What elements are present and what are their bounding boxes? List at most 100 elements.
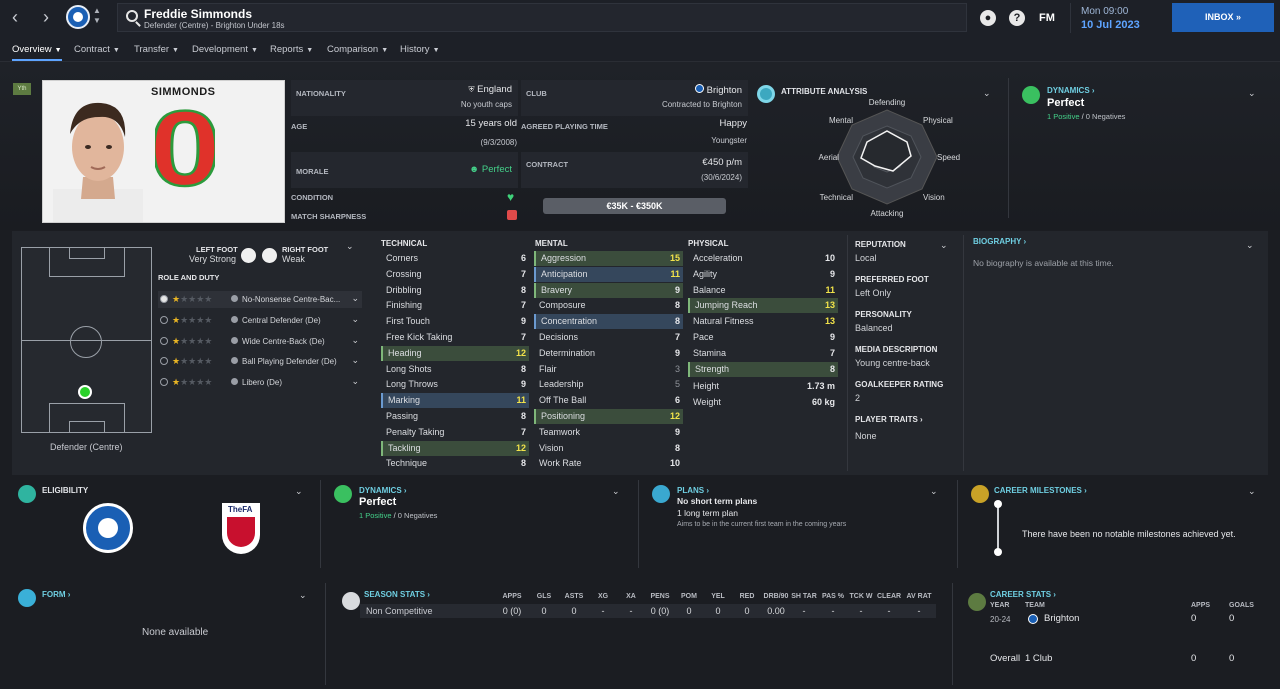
attribute-row[interactable]: Positioning 12 xyxy=(534,409,683,424)
globe-icon[interactable]: ● xyxy=(980,10,996,26)
attribute-row[interactable]: Concentration 8 xyxy=(534,314,683,330)
tab-transfer[interactable]: Transfer ▼ xyxy=(134,44,179,55)
chevron-down-icon[interactable]: ⌄ xyxy=(1248,486,1256,496)
stat-header[interactable]: APPS xyxy=(502,593,522,600)
info-icon[interactable] xyxy=(231,357,238,364)
plans-link[interactable]: PLANS › xyxy=(677,486,710,495)
attribute-row[interactable]: Long Shots 8 xyxy=(381,362,529,377)
chevron-down-icon[interactable]: ⌄ xyxy=(940,240,948,250)
stat-header[interactable]: PAS % xyxy=(821,593,845,600)
attribute-row[interactable]: Strength 8 xyxy=(688,361,838,377)
radio-icon[interactable] xyxy=(160,378,168,386)
chevron-down-icon[interactable]: ⌄ xyxy=(351,335,359,345)
traits-link[interactable]: PLAYER TRAITS › xyxy=(855,415,923,424)
attribute-row[interactable]: Determination 9 xyxy=(534,346,683,361)
nationality-value[interactable]: ⛨ England xyxy=(468,84,512,95)
position-pitch[interactable] xyxy=(21,247,152,433)
stat-header[interactable]: AV RAT xyxy=(906,593,932,600)
chevron-down-icon[interactable]: ⌄ xyxy=(351,293,359,303)
attribute-row[interactable]: Marking 11 xyxy=(381,393,529,409)
role-row[interactable]: ★★★★★ No-Nonsense Centre-Bac... ⌄ xyxy=(158,291,362,308)
attribute-row[interactable]: Stamina 7 xyxy=(688,346,838,361)
stat-header[interactable]: XA xyxy=(626,593,636,600)
attribute-row[interactable]: Free Kick Taking 7 xyxy=(381,330,529,345)
tab-development[interactable]: Development ▼ xyxy=(192,44,258,55)
stat-header[interactable]: CLEAR xyxy=(876,593,902,600)
season-stats-row[interactable] xyxy=(360,604,936,618)
stat-header[interactable]: PENS xyxy=(650,593,670,600)
tab-history[interactable]: History ▼ xyxy=(400,44,440,55)
season-stats-link[interactable]: SEASON STATS › xyxy=(364,590,430,599)
back-button[interactable]: ‹ xyxy=(12,7,18,27)
attribute-row[interactable]: Long Throws 9 xyxy=(381,377,529,392)
role-row[interactable]: ★★★★★ Ball Playing Defender (De) ⌄ xyxy=(158,353,362,370)
chevron-down-icon[interactable]: ⌄ xyxy=(930,486,938,496)
dynamics-link[interactable]: DYNAMICS › xyxy=(1047,86,1095,95)
attribute-row[interactable]: Off The Ball 6 xyxy=(534,393,683,408)
radio-icon[interactable] xyxy=(160,357,168,365)
attribute-row[interactable]: Decisions 7 xyxy=(534,330,683,345)
attribute-row[interactable]: Bravery 9 xyxy=(534,282,683,298)
attribute-row[interactable]: Corners 6 xyxy=(381,251,529,266)
morale-value[interactable]: ☻ Perfect xyxy=(469,164,512,175)
stat-header[interactable]: POM xyxy=(681,593,697,600)
chevron-down-icon[interactable]: ⌄ xyxy=(346,241,354,251)
attribute-row[interactable]: Teamwork 9 xyxy=(534,425,683,440)
attribute-row[interactable]: Penalty Taking 7 xyxy=(381,425,529,440)
attribute-row[interactable]: Crossing 7 xyxy=(381,267,529,282)
attribute-row[interactable]: Natural Fitness 13 xyxy=(688,314,838,329)
attribute-row[interactable]: Heading 12 xyxy=(381,345,529,361)
stat-header[interactable]: YEL xyxy=(711,593,725,600)
radio-icon[interactable] xyxy=(160,337,168,345)
career-team[interactable]: Brighton xyxy=(1044,613,1080,624)
attribute-row[interactable]: Agility 9 xyxy=(688,267,838,282)
attribute-row[interactable]: Technique 8 xyxy=(381,456,529,471)
fa-crest-icon[interactable]: TheFA xyxy=(222,503,260,554)
club-value[interactable]: Brighton xyxy=(694,84,742,96)
chevron-down-icon[interactable]: ⌄ xyxy=(1248,88,1256,98)
forward-button[interactable]: › xyxy=(43,7,49,27)
milestones-link[interactable]: CAREER MILESTONES › xyxy=(994,486,1087,495)
dynamics-link[interactable]: DYNAMICS › xyxy=(359,486,407,495)
attribute-row[interactable]: Tackling 12 xyxy=(381,440,529,456)
attribute-radar[interactable]: Defending Physical Speed Vision Attackin… xyxy=(795,92,980,222)
attribute-row[interactable]: Vision 8 xyxy=(534,441,683,456)
stat-header[interactable]: ASTS xyxy=(564,593,584,600)
attribute-row[interactable]: Jumping Reach 13 xyxy=(688,298,838,314)
value-range-bar[interactable]: €35K - €350K xyxy=(543,198,726,214)
help-icon[interactable]: ? xyxy=(1009,10,1025,26)
fm-menu-button[interactable]: FM xyxy=(1039,12,1055,24)
attribute-row[interactable]: Flair 3 xyxy=(534,362,683,377)
attribute-row[interactable]: Leadership 5 xyxy=(534,377,683,392)
chevron-down-icon[interactable]: ⌄ xyxy=(612,486,620,496)
club-switch-arrows-icon[interactable]: ▲ ▼ xyxy=(93,6,101,25)
chevron-down-icon[interactable]: ⌄ xyxy=(351,355,359,365)
role-row[interactable]: ★★★★★ Central Defender (De) ⌄ xyxy=(158,312,362,329)
chevron-down-icon[interactable]: ⌄ xyxy=(351,376,359,386)
chevron-down-icon[interactable]: ⌄ xyxy=(983,88,991,98)
stat-header[interactable]: GLS xyxy=(536,593,552,600)
info-icon[interactable] xyxy=(231,337,238,344)
info-icon[interactable] xyxy=(231,378,238,385)
attribute-row[interactable]: Composure 8 xyxy=(534,298,683,313)
attribute-row[interactable]: Dribbling 8 xyxy=(381,283,529,298)
biography-link[interactable]: BIOGRAPHY › xyxy=(973,237,1027,246)
attribute-row[interactable]: Finishing 7 xyxy=(381,298,529,313)
attribute-row[interactable]: Pace 9 xyxy=(688,330,838,345)
tab-reports[interactable]: Reports ▼ xyxy=(270,44,313,55)
attribute-row[interactable]: Acceleration 10 xyxy=(688,251,838,266)
tab-overview[interactable]: Overview ▼ xyxy=(12,44,62,61)
stat-header[interactable]: XG xyxy=(597,593,609,600)
stat-header[interactable]: TCK W xyxy=(849,593,873,600)
info-icon[interactable] xyxy=(231,295,238,302)
attribute-row[interactable]: Aggression 15 xyxy=(534,251,683,266)
role-row[interactable]: ★★★★★ Libero (De) ⌄ xyxy=(158,374,362,391)
role-row[interactable]: ★★★★★ Wide Centre-Back (De) ⌄ xyxy=(158,333,362,350)
brighton-crest-icon[interactable] xyxy=(83,503,133,553)
form-link[interactable]: FORM › xyxy=(42,590,71,599)
attribute-row[interactable]: Passing 8 xyxy=(381,409,529,424)
stat-header[interactable]: DRB/90 xyxy=(763,593,789,600)
inbox-button[interactable]: INBOX » xyxy=(1172,3,1274,32)
tab-comparison[interactable]: Comparison ▼ xyxy=(327,44,388,55)
radio-icon[interactable] xyxy=(160,316,168,324)
